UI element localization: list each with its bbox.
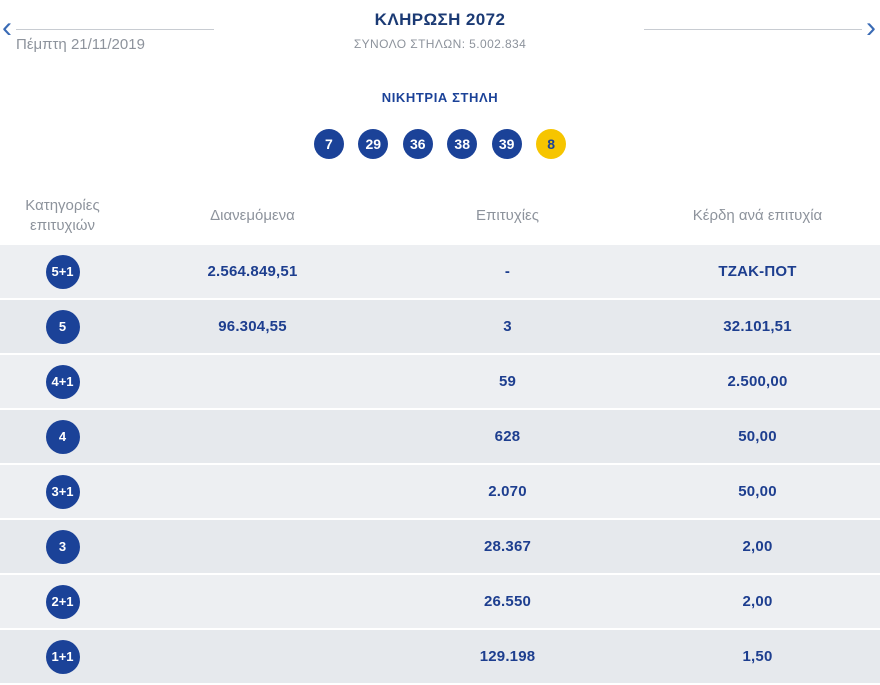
prize-cell: 2,00 (742, 538, 773, 555)
prize-table-body: 5+1 2.564.849,51 - ΤΖΑΚ-ΠΟΤ 5 96.304,55 … (0, 245, 880, 685)
draw-date: Πέμπτη 21/11/2019 (16, 36, 145, 53)
prize-cell: ΤΖΑΚ-ΠΟΤ (718, 263, 797, 280)
number-ball: 36 (402, 129, 433, 159)
table-row: 3 28.367 2,00 (0, 520, 880, 575)
category-badge: 2+1 (45, 584, 80, 619)
table-row: 5 96.304,55 3 32.101,51 (0, 300, 880, 355)
prize-cell: 32.101,51 (723, 318, 792, 335)
category-badge: 3+1 (45, 474, 80, 509)
prize-table-header: Κατηγορίες επιτυχιών Διανεμόμενα Επιτυχί… (0, 187, 880, 245)
number-ball: 7 (313, 129, 344, 159)
prev-draw-chevron-icon[interactable]: ‹ (2, 11, 12, 44)
winning-numbers: 7 29 36 38 39 8 (0, 129, 880, 159)
winning-numbers-section: ΝΙΚΗΤΡΙΑ ΣΤΗΛΗ 7 29 36 38 39 8 (0, 64, 880, 187)
number-ball: 29 (358, 129, 389, 159)
winners-cell: 2.070 (488, 483, 527, 500)
header-winners: Επιτυχίες (476, 206, 539, 224)
table-row: 5+1 2.564.849,51 - ΤΖΑΚ-ΠΟΤ (0, 245, 880, 300)
category-badge: 5 (45, 309, 80, 344)
category-badge: 1+1 (45, 639, 80, 674)
draw-title-block: ΚΛΗΡΩΣΗ 2072 ΣΥΝΟΛΟ ΣΤΗΛΩΝ: 5.002.834 (0, 10, 880, 51)
draw-header: ‹ Πέμπτη 21/11/2019 ΚΛΗΡΩΣΗ 2072 ΣΥΝΟΛΟ … (0, 0, 880, 64)
winners-cell: 26.550 (483, 593, 532, 610)
winners-cell: 3 (503, 318, 512, 335)
prize-cell: 50,00 (738, 428, 777, 445)
total-columns: ΣΥΝΟΛΟ ΣΤΗΛΩΝ: 5.002.834 (353, 37, 527, 51)
header-categories-line1: Κατηγορίες (25, 196, 100, 214)
prize-cell: 1,50 (742, 648, 773, 665)
category-badge: 5+1 (45, 254, 80, 289)
next-draw-chevron-icon[interactable]: › (866, 11, 876, 44)
prize-cell: 50,00 (738, 483, 777, 500)
prize-cell: 2.500,00 (727, 373, 788, 390)
category-badge: 4 (45, 419, 80, 454)
table-row: 4 628 50,00 (0, 410, 880, 465)
table-row: 1+1 129.198 1,50 (0, 630, 880, 685)
category-badge: 3 (45, 529, 80, 564)
header-categories: Κατηγορίες επιτυχιών (0, 196, 125, 237)
draw-title: ΚΛΗΡΩΣΗ 2072 (374, 10, 506, 29)
header-divider-left (16, 29, 214, 30)
table-row: 3+1 2.070 50,00 (0, 465, 880, 520)
distributed-cell: 96.304,55 (218, 318, 287, 335)
table-row: 2+1 26.550 2,00 (0, 575, 880, 630)
winning-column-label: ΝΙΚΗΤΡΙΑ ΣΤΗΛΗ (381, 90, 499, 105)
distributed-cell: 2.564.849,51 (207, 263, 298, 280)
table-row: 4+1 59 2.500,00 (0, 355, 880, 410)
winners-cell: 628 (494, 428, 521, 445)
number-ball: 38 (447, 129, 478, 159)
header-categories-line2: επιτυχιών (30, 217, 95, 234)
winners-cell: 59 (498, 373, 517, 390)
category-badge: 4+1 (45, 364, 80, 399)
header-distributed: Διανεμόμενα (210, 206, 295, 224)
joker-number-ball: 8 (536, 129, 567, 159)
prize-table: Κατηγορίες επιτυχιών Διανεμόμενα Επιτυχί… (0, 187, 880, 685)
header-divider-right (644, 29, 862, 30)
winners-cell: 129.198 (479, 648, 536, 665)
prize-cell: 2,00 (742, 593, 773, 610)
header-prize: Κέρδη ανά επιτυχία (692, 206, 823, 224)
number-ball: 39 (491, 129, 522, 159)
winners-cell: - (504, 263, 511, 280)
winners-cell: 28.367 (483, 538, 532, 555)
